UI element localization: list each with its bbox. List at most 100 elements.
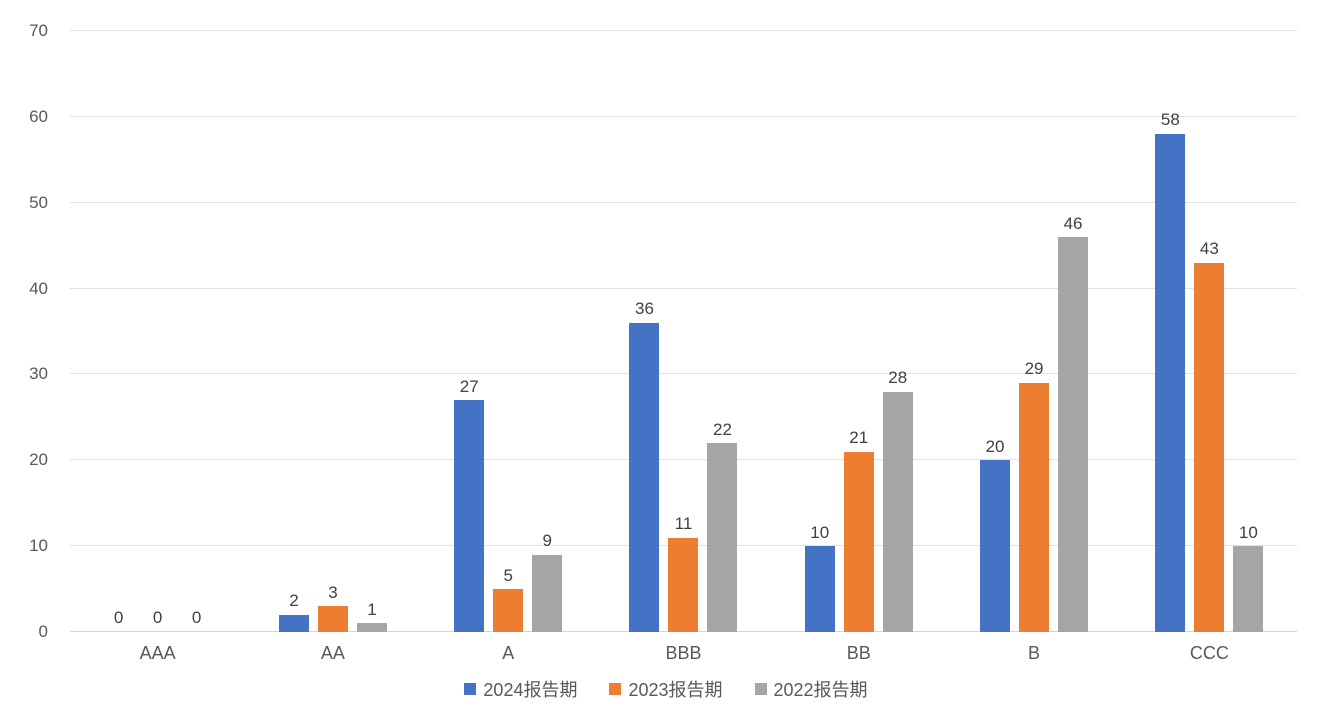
gridline-20 — [70, 459, 1297, 461]
bar-col-2024报告期-AAA: 0 — [104, 31, 134, 632]
bar-2022报告期-A — [532, 554, 563, 632]
bar-col-2023报告期-AAA: 0 — [143, 31, 173, 632]
data-label-2022报告期-AA: 1 — [367, 599, 377, 619]
data-label-2022报告期-BB: 28 — [888, 368, 908, 388]
bar-2024报告期-CCC — [1155, 134, 1186, 632]
legend: 2024报告期 2023报告期 2022报告期 — [0, 676, 1332, 702]
y-tick-label-30: 30 — [29, 364, 48, 384]
legend-swatch-icon — [609, 683, 622, 695]
bar-col-2024报告期-CCC: 58 — [1155, 31, 1186, 632]
data-label-2022报告期-AAA: 0 — [191, 608, 202, 628]
bar-col-2022报告期-A: 9 — [532, 31, 563, 632]
legend-swatch-icon — [754, 683, 767, 695]
bar-2022报告期-B — [1058, 237, 1089, 632]
bar-col-2022报告期-AA: 1 — [356, 31, 387, 632]
data-label-2024报告期-CCC: 58 — [1160, 110, 1180, 130]
legend-label: 2024报告期 — [483, 680, 578, 700]
gridline-40 — [70, 287, 1297, 289]
bar-2023报告期-BBB — [668, 537, 699, 632]
x-tick-label-CCC: CCC — [1189, 643, 1229, 663]
data-label-2024报告期-BB: 10 — [810, 522, 830, 542]
legend-swatch-icon — [464, 683, 477, 695]
data-label-2024报告期-AA: 2 — [289, 591, 299, 611]
bar-group-A: 27 5 9 — [421, 31, 596, 632]
bar-groups: 0 0 0 2 3 1 27 5 9 36 11 22 10 21 28 20 29 46 58 43 10 — [70, 31, 1297, 632]
y-tick-label-60: 60 — [29, 106, 48, 126]
bar-2024报告期-AA — [278, 614, 309, 632]
bar-2023报告期-BB — [843, 451, 874, 632]
bar-2022报告期-BBB — [707, 443, 738, 632]
plot-area: 0 0 0 2 3 1 27 5 9 36 11 22 10 21 28 20 29 46 58 43 10 — [70, 30, 1297, 632]
bar-col-2023报告期-AA: 3 — [317, 31, 348, 632]
data-label-2023报告期-A: 5 — [503, 565, 513, 585]
bar-2022报告期-AA — [356, 623, 387, 632]
bar-group-AAA: 0 0 0 — [70, 31, 245, 632]
x-tick-label-AAA: AAA — [139, 643, 176, 663]
bar-2024报告期-A — [454, 400, 485, 632]
bar-col-2024报告期-BBB: 36 — [629, 31, 660, 632]
y-tick-label-20: 20 — [29, 450, 48, 470]
legend-item-2024报告期: 2024报告期 — [464, 676, 577, 702]
gridline-30 — [70, 373, 1297, 375]
x-tick-label-A: A — [502, 643, 515, 663]
y-tick-label-10: 10 — [29, 536, 48, 556]
bar-col-2024报告期-B: 20 — [980, 31, 1011, 632]
bar-col-2023报告期-BBB: 11 — [668, 31, 699, 632]
bar-col-2024报告期-BB: 10 — [804, 31, 835, 632]
bar-col-2024报告期-A: 27 — [454, 31, 485, 632]
bar-2024报告期-BB — [804, 546, 835, 632]
bar-group-B: 20 29 46 — [946, 31, 1121, 632]
bar-2022报告期-BB — [882, 391, 913, 632]
data-label-2023报告期-CCC: 43 — [1199, 239, 1219, 259]
bar-group-BB: 10 21 28 — [771, 31, 946, 632]
data-label-2023报告期-BB: 21 — [849, 428, 869, 448]
data-label-2023报告期-AAA: 0 — [152, 608, 163, 628]
data-label-2024报告期-BBB: 36 — [635, 299, 654, 319]
x-tick-label-BBB: BBB — [665, 643, 702, 663]
bar-2023报告期-CCC — [1194, 262, 1225, 632]
y-tick-label-70: 70 — [29, 21, 48, 40]
bar-group-CCC: 58 43 10 — [1122, 31, 1297, 632]
y-tick-label-0: 0 — [38, 622, 48, 641]
legend-item-2023报告期: 2023报告期 — [609, 676, 723, 702]
gridline-70 — [70, 30, 1297, 31]
data-label-2022报告期-BBB: 22 — [713, 419, 732, 439]
bar-2024报告期-BBB — [629, 322, 660, 632]
x-tick-label-AA: AA — [320, 643, 345, 663]
bar-col-2024报告期-AA: 2 — [278, 31, 309, 632]
bar-col-2023报告期-A: 5 — [493, 31, 524, 632]
bar-2024报告期-B — [980, 460, 1011, 632]
bar-col-2022报告期-AAA: 0 — [182, 31, 212, 632]
bar-col-2022报告期-B: 46 — [1058, 31, 1089, 632]
data-label-2022报告期-CCC: 10 — [1238, 522, 1258, 542]
y-tick-label-50: 50 — [29, 192, 48, 212]
data-label-2023报告期-BBB: 11 — [674, 514, 693, 534]
data-label-2023报告期-AA: 3 — [328, 582, 338, 602]
data-label-2024报告期-AAA: 0 — [113, 608, 124, 628]
data-label-2023报告期-B: 29 — [1024, 359, 1044, 379]
bar-col-2022报告期-CCC: 10 — [1233, 31, 1264, 632]
legend-label: 2022报告期 — [773, 680, 868, 700]
bar-group-BBB: 36 11 22 — [596, 31, 771, 632]
data-label-2022报告期-A: 9 — [542, 531, 552, 551]
x-tick-label-BB: BB — [846, 643, 871, 663]
bar-col-2023报告期-B: 29 — [1019, 31, 1050, 632]
legend-label: 2023报告期 — [628, 680, 723, 700]
bar-2023报告期-AA — [317, 606, 348, 632]
x-tick-label-B: B — [1028, 643, 1041, 663]
bar-group-AA: 2 3 1 — [245, 31, 420, 632]
bar-col-2022报告期-BBB: 22 — [707, 31, 738, 632]
gridline-60 — [70, 115, 1297, 117]
y-tick-label-40: 40 — [29, 278, 48, 298]
bar-col-2023报告期-CCC: 43 — [1194, 31, 1225, 632]
legend-item-2022报告期: 2022报告期 — [754, 676, 868, 702]
x-axis: AAA AA A BBB BB B CCC — [70, 643, 1297, 664]
bar-2023报告期-A — [493, 589, 524, 632]
data-label-2024报告期-B: 20 — [985, 436, 1005, 456]
data-label-2022报告期-B: 46 — [1063, 213, 1083, 233]
bar-2022报告期-CCC — [1233, 546, 1264, 632]
bar-2023报告期-B — [1019, 383, 1050, 632]
data-label-2024报告期-A: 27 — [459, 376, 479, 396]
bar-col-2023报告期-BB: 21 — [843, 31, 874, 632]
